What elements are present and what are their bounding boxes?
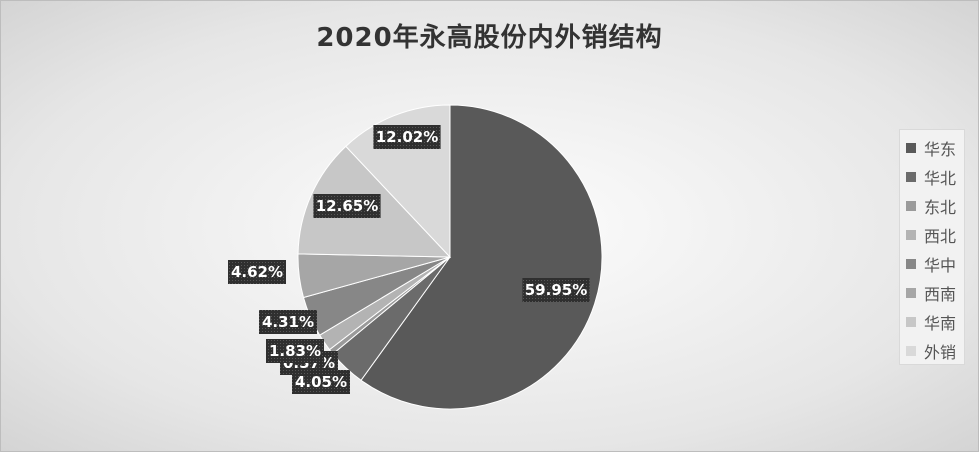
- legend: 华东华北东北西北华中西南华南外销: [899, 129, 965, 365]
- legend-swatch-8: [906, 345, 916, 356]
- legend-label-3: 东北: [924, 197, 957, 217]
- legend-item-8: 外销: [906, 336, 964, 365]
- data-label-box-4: [266, 339, 324, 363]
- legend-item-2: 华北: [906, 162, 964, 191]
- legend-swatch-6: [906, 287, 916, 298]
- data-label-6: 4.62%: [228, 260, 286, 284]
- data-label-box-8: [373, 125, 441, 149]
- data-label-5: 4.31%: [259, 310, 317, 334]
- data-label-text-2: 4.05%: [295, 373, 347, 391]
- data-label-box-7: [313, 194, 381, 218]
- legend-label-5: 华中: [924, 255, 957, 275]
- legend-item-4: 西北: [906, 220, 964, 249]
- legend-label-7: 华南: [924, 313, 957, 333]
- data-label-box-1: [522, 278, 590, 302]
- data-label-text-5: 4.31%: [262, 313, 314, 331]
- legend-item-1: 华东: [906, 133, 964, 162]
- legend-item-6: 西南: [906, 278, 964, 307]
- data-label-text-8: 12.02%: [376, 128, 438, 146]
- legend-item-5: 华中: [906, 249, 964, 278]
- chart-title: 2020年永高股份内外销结构: [316, 23, 663, 53]
- legend-swatch-2: [906, 171, 916, 182]
- legend-swatch-4: [906, 229, 916, 240]
- legend-swatch-3: [906, 200, 916, 211]
- data-label-text-6: 4.62%: [231, 263, 283, 281]
- legend-item-3: 东北: [906, 191, 964, 220]
- data-label-8: 12.02%: [373, 125, 441, 149]
- data-label-1: 59.95%: [522, 278, 590, 302]
- legend-label-4: 西北: [924, 226, 957, 246]
- legend-label-8: 外销: [924, 342, 957, 362]
- data-label-text-1: 59.95%: [525, 281, 587, 299]
- data-label-text-7: 12.65%: [316, 197, 378, 215]
- data-label-7: 12.65%: [313, 194, 381, 218]
- legend-label-2: 华北: [924, 168, 957, 188]
- legend-item-7: 华南: [906, 307, 964, 336]
- data-label-4: 1.83%: [266, 339, 324, 363]
- legend-label-6: 西南: [924, 284, 957, 304]
- data-label-box-6: [228, 260, 286, 284]
- legend-swatch-5: [906, 258, 916, 269]
- data-label-text-4: 1.83%: [269, 342, 321, 360]
- pie-slice-1: [360, 104, 603, 410]
- legend-swatch-1: [906, 142, 916, 153]
- legend-label-1: 华东: [924, 139, 957, 159]
- legend-swatch-7: [906, 316, 916, 327]
- data-label-box-5: [259, 310, 317, 334]
